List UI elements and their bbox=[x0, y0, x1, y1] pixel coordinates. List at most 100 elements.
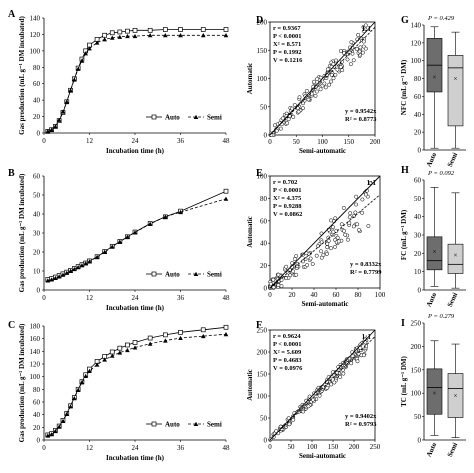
y-axis-title: Gas production (mL g⁻¹ DM incubated) bbox=[18, 173, 26, 292]
data-point bbox=[178, 209, 183, 215]
scatter-point bbox=[331, 62, 336, 67]
panel-label: G bbox=[401, 15, 409, 26]
scatter-point bbox=[319, 249, 324, 254]
scatter-point bbox=[345, 57, 350, 62]
y-tick-label: 40 bbox=[414, 111, 422, 119]
y-tick-label: 60 bbox=[414, 93, 422, 101]
box-semi bbox=[447, 55, 464, 127]
scatter-point bbox=[336, 239, 341, 244]
x-tick-label: 24 bbox=[132, 294, 140, 302]
scatter-point bbox=[356, 351, 361, 356]
y-tick-label: 0 bbox=[37, 130, 41, 138]
data-point bbox=[200, 333, 206, 339]
scatter-point bbox=[276, 272, 281, 277]
scatter-point bbox=[274, 128, 279, 133]
panel-label: D bbox=[256, 15, 263, 26]
identity-line bbox=[269, 175, 381, 289]
data-point bbox=[109, 244, 115, 249]
stat-text: P = 0.9288 bbox=[273, 203, 302, 210]
scatter-point bbox=[358, 36, 363, 41]
scatter-point bbox=[363, 192, 368, 197]
scatter-point bbox=[305, 263, 310, 268]
y-tick-label: 50 bbox=[414, 195, 422, 203]
scatter-point bbox=[362, 29, 367, 34]
category-label: Semi bbox=[446, 441, 460, 458]
data-point bbox=[109, 349, 115, 355]
x-tick-label: 0 bbox=[42, 137, 46, 145]
x-tick-label: 50 bbox=[288, 443, 296, 451]
x-tick-label: 48 bbox=[223, 137, 231, 145]
category-label: Auto bbox=[425, 441, 439, 458]
y-tick-label: 200 bbox=[257, 19, 268, 27]
data-point bbox=[223, 332, 229, 337]
data-point bbox=[117, 350, 123, 355]
data-point bbox=[75, 387, 81, 392]
scatter-point bbox=[361, 353, 366, 358]
scatter-point bbox=[325, 67, 330, 72]
series-line-semi bbox=[47, 333, 227, 436]
x-axis-title: Incubation time (h) bbox=[106, 304, 165, 312]
scatter-point bbox=[278, 126, 283, 131]
data-point bbox=[147, 33, 153, 38]
data-point bbox=[68, 404, 73, 409]
data-point bbox=[162, 27, 168, 32]
stat-text: V = 0.0976 bbox=[273, 365, 303, 372]
data-point bbox=[49, 432, 54, 437]
legend-label: Semi bbox=[207, 271, 222, 279]
y-tick-label: 80 bbox=[33, 386, 41, 394]
fit-equation: y = 0.9542x bbox=[345, 108, 377, 115]
regression-line bbox=[269, 26, 376, 136]
stat-text: r = 0.9624 bbox=[273, 333, 301, 340]
scatter-point bbox=[292, 103, 297, 107]
scatter-point bbox=[331, 76, 336, 81]
scatter-point bbox=[286, 117, 291, 122]
data-point bbox=[64, 411, 70, 417]
data-point bbox=[72, 396, 77, 401]
x-tick-label: 0 bbox=[42, 444, 46, 452]
y-tick-label: 140 bbox=[30, 348, 41, 356]
y-tick-label: 180 bbox=[30, 323, 41, 331]
box-semi bbox=[447, 243, 464, 274]
y-tick-label: 0 bbox=[37, 287, 41, 295]
scatter-point bbox=[287, 422, 292, 427]
p-value: P = 0.429 bbox=[427, 15, 455, 22]
data-point bbox=[200, 33, 206, 38]
y-tick-label: 100 bbox=[257, 75, 268, 83]
fit-equation: R² = 0.8773 bbox=[345, 116, 377, 123]
data-point bbox=[178, 27, 183, 32]
scatter-point bbox=[294, 254, 299, 258]
scatter-point bbox=[347, 220, 352, 225]
y-tick-label: 40 bbox=[33, 211, 41, 219]
scatter-point bbox=[335, 235, 340, 240]
y-tick-label: 50 bbox=[33, 192, 41, 200]
scatter-point bbox=[351, 214, 356, 219]
scatter-point bbox=[290, 106, 295, 111]
scatter-point bbox=[292, 257, 297, 262]
y-tick-label: 60 bbox=[33, 399, 41, 407]
scatter-point bbox=[349, 361, 354, 366]
y-tick-label: 100 bbox=[30, 47, 41, 55]
scatter-point bbox=[347, 50, 352, 55]
x-tick-label: 80 bbox=[355, 291, 363, 299]
data-point bbox=[53, 275, 58, 281]
data-point bbox=[132, 27, 138, 33]
x-tick-label: 12 bbox=[86, 294, 94, 302]
y-tick-label: 150 bbox=[257, 371, 268, 379]
scatter-point bbox=[331, 225, 335, 230]
scatter-point bbox=[355, 222, 360, 227]
y-tick-label: 100 bbox=[257, 173, 268, 181]
plot-frame bbox=[269, 175, 381, 289]
scatter-point bbox=[355, 359, 360, 364]
scatter-point bbox=[306, 404, 311, 409]
scatter-point bbox=[360, 210, 365, 215]
scatter-point bbox=[317, 393, 322, 398]
scatter-point bbox=[304, 88, 309, 93]
identity-line bbox=[269, 329, 376, 441]
scatter-point bbox=[329, 382, 334, 387]
data-point bbox=[87, 46, 92, 51]
scatter-point bbox=[361, 39, 366, 44]
data-point bbox=[102, 249, 107, 254]
y-tick-label: 20 bbox=[33, 113, 41, 121]
scatter-point bbox=[339, 222, 344, 227]
data-point bbox=[53, 124, 58, 129]
